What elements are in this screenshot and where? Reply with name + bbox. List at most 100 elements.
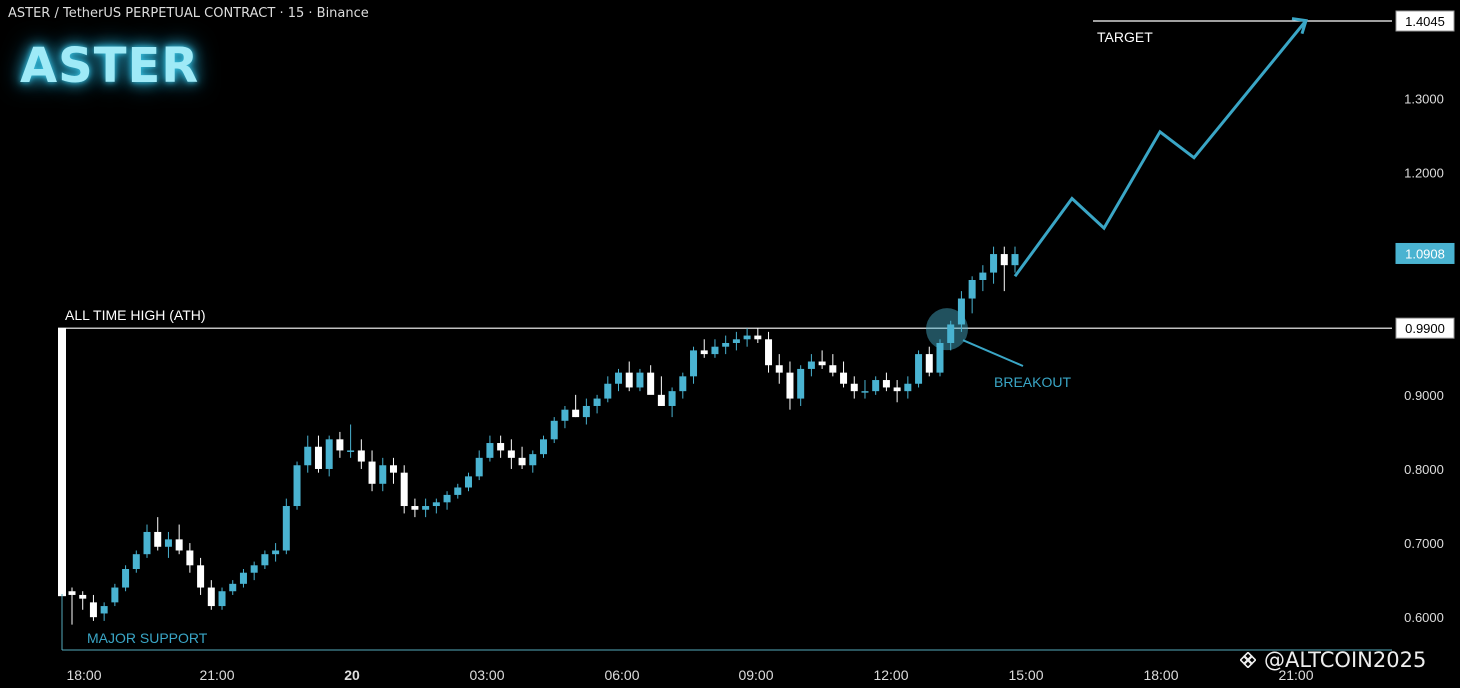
candle-body bbox=[400, 472, 408, 507]
candle bbox=[979, 265, 987, 292]
candle bbox=[829, 354, 837, 377]
candle bbox=[293, 461, 301, 510]
support-label: MAJOR SUPPORT bbox=[87, 630, 208, 646]
candle-body bbox=[925, 354, 933, 373]
candle-body bbox=[464, 476, 472, 488]
candle-body bbox=[593, 398, 601, 406]
candle-body bbox=[765, 339, 773, 366]
candle-body bbox=[529, 454, 537, 466]
candle bbox=[314, 435, 322, 473]
candle bbox=[100, 602, 108, 621]
candle bbox=[807, 354, 815, 377]
candle bbox=[593, 394, 601, 414]
candle-body bbox=[379, 465, 387, 484]
candle-body bbox=[100, 606, 108, 614]
candle-body bbox=[968, 279, 976, 299]
candle-body bbox=[893, 387, 901, 392]
candle-body bbox=[154, 531, 162, 547]
candle-body bbox=[572, 409, 580, 418]
candle-body bbox=[239, 572, 247, 584]
candle bbox=[518, 446, 526, 469]
candle bbox=[957, 291, 965, 332]
candle-body bbox=[197, 565, 205, 588]
ath-label: ALL TIME HIGH (ATH) bbox=[65, 307, 206, 323]
candle bbox=[550, 417, 558, 444]
candle bbox=[454, 483, 462, 499]
candle-body bbox=[625, 372, 633, 388]
candle bbox=[432, 498, 440, 514]
watermark-text: @ALTCOIN2025 bbox=[1264, 648, 1427, 672]
candle-body bbox=[229, 583, 237, 592]
candle-body bbox=[850, 383, 858, 392]
candle-body bbox=[732, 339, 740, 343]
candle-body bbox=[218, 591, 226, 607]
candle-body bbox=[604, 383, 612, 399]
x-tick-label: 20 bbox=[344, 667, 360, 683]
candle-body bbox=[486, 443, 494, 458]
candle-body bbox=[647, 372, 655, 395]
candle-body bbox=[261, 554, 269, 566]
candle-body bbox=[722, 342, 730, 347]
candle-body bbox=[829, 365, 837, 373]
candle bbox=[239, 569, 247, 588]
candle-body bbox=[293, 465, 301, 507]
candle bbox=[272, 543, 280, 562]
candle bbox=[443, 491, 451, 510]
x-tick-label: 21:00 bbox=[199, 667, 234, 683]
y-tick-label: 0.7000 bbox=[1404, 536, 1444, 551]
price-tag: 0.9900 bbox=[1395, 317, 1455, 339]
candle bbox=[175, 524, 183, 555]
candle-body bbox=[68, 591, 76, 595]
candle bbox=[904, 376, 912, 399]
y-tick-label: 0.8000 bbox=[1404, 462, 1444, 477]
candle-body bbox=[957, 298, 965, 325]
candle bbox=[625, 361, 633, 392]
candle-body bbox=[497, 443, 505, 451]
candle-body bbox=[915, 354, 923, 384]
candle bbox=[722, 335, 730, 355]
x-tick-label: 06:00 bbox=[604, 667, 639, 683]
candle-body bbox=[904, 383, 912, 392]
candle bbox=[304, 435, 312, 473]
candle bbox=[765, 331, 773, 373]
candle-body bbox=[1011, 254, 1019, 266]
candle-body bbox=[550, 420, 558, 440]
candle-body bbox=[690, 350, 698, 377]
candle-body bbox=[561, 409, 569, 421]
candle-body bbox=[861, 391, 869, 393]
candle bbox=[657, 376, 665, 406]
candle bbox=[400, 465, 408, 514]
candle bbox=[540, 435, 547, 458]
candle-body bbox=[872, 380, 880, 392]
candle bbox=[690, 346, 698, 384]
candle-body bbox=[936, 342, 944, 373]
candle-body bbox=[711, 346, 719, 355]
candle-body bbox=[979, 272, 987, 280]
candle bbox=[797, 365, 805, 406]
candle bbox=[711, 339, 719, 358]
candle-body bbox=[207, 587, 215, 607]
candle bbox=[700, 339, 708, 358]
candle bbox=[411, 498, 419, 518]
candle-body bbox=[636, 372, 644, 388]
candle bbox=[636, 368, 644, 392]
candle bbox=[882, 372, 890, 392]
candle bbox=[218, 587, 226, 610]
candle bbox=[668, 387, 676, 418]
candle bbox=[915, 350, 923, 388]
axis-layer: 1.3000 1.2000 0.9000 0.8000 0.7000 0.6000 18:0… bbox=[66, 10, 1455, 683]
x-tick-label: 12:00 bbox=[873, 667, 908, 683]
candle-body bbox=[89, 602, 97, 618]
candle bbox=[347, 424, 355, 458]
candle-body bbox=[775, 365, 783, 373]
candle-body bbox=[840, 372, 848, 384]
candle bbox=[861, 380, 869, 399]
candle-body bbox=[947, 324, 955, 343]
candle-body bbox=[357, 450, 365, 462]
candle bbox=[893, 380, 901, 403]
candle bbox=[1000, 246, 1008, 292]
candle bbox=[379, 457, 387, 492]
candle bbox=[925, 346, 933, 377]
candle bbox=[936, 339, 944, 377]
